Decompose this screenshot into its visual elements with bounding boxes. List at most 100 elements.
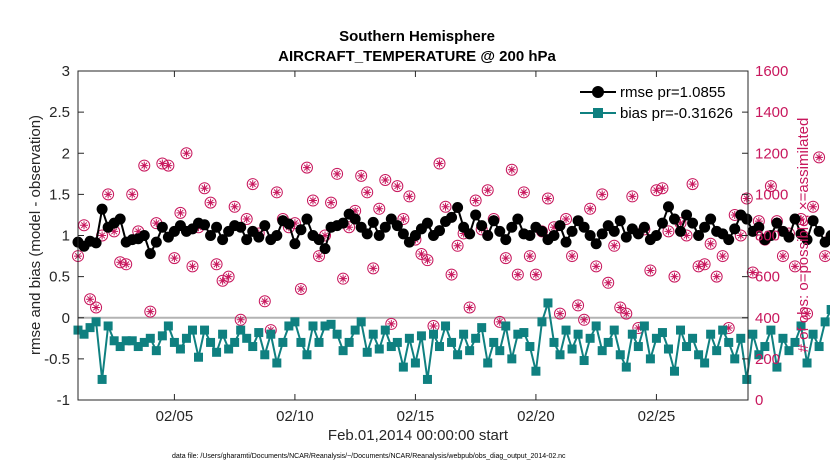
legend-bias-marker <box>593 108 603 118</box>
bias-point <box>573 329 583 339</box>
y2-tick-label: 200 <box>755 351 780 368</box>
obs-assimilated-point <box>447 270 456 279</box>
bias-point <box>350 325 360 335</box>
obs-assimilated-point <box>712 272 721 281</box>
rmse-point <box>584 230 596 241</box>
obs-possible-point <box>644 264 657 277</box>
rmse-point <box>693 230 705 241</box>
obs-assimilated-point <box>809 202 818 211</box>
bias-point <box>242 333 252 343</box>
rmse-point <box>235 221 247 233</box>
obs-assimilated-point <box>754 217 763 226</box>
obs-assimilated-point <box>682 231 691 240</box>
bias-point <box>248 342 258 352</box>
legend-rmse-label: rmse pr=1.0855 <box>620 84 725 101</box>
y-tick-label: 0.5 <box>49 269 70 286</box>
bias-point <box>97 374 107 384</box>
rmse-point <box>675 225 687 237</box>
obs-assimilated-point <box>495 317 504 326</box>
obs-possible-point <box>126 188 139 201</box>
bias-point <box>435 342 445 352</box>
rmse-point <box>807 215 819 227</box>
obs-assimilated-point <box>375 204 384 213</box>
bias-point <box>465 346 475 356</box>
bias-point <box>145 333 155 343</box>
rmse-point <box>397 228 409 240</box>
y-tick-label: 1 <box>62 228 70 245</box>
obs-assimilated-point <box>568 252 577 261</box>
bias-point <box>700 358 710 368</box>
bias-point <box>694 350 704 360</box>
obs-assimilated-point <box>345 223 354 232</box>
obs-assimilated-point <box>592 262 601 271</box>
obs-possible-point <box>300 161 313 174</box>
y2-tick-label: 1000 <box>755 186 788 203</box>
bias-point <box>760 342 770 352</box>
bias-point <box>254 328 264 338</box>
obs-assimilated-point <box>676 219 685 228</box>
bias-point <box>657 328 667 338</box>
y2-tick-label: 600 <box>755 269 780 286</box>
obs-possible-point <box>523 250 536 263</box>
chart-title: Southern Hemisphere <box>339 28 495 45</box>
rmse-point <box>488 215 500 227</box>
bias-point <box>748 329 758 339</box>
rmse-point <box>90 237 102 249</box>
obs-assimilated-point <box>736 231 745 240</box>
obs-possible-point <box>234 313 247 326</box>
obs-possible-point <box>168 252 181 265</box>
bias-point <box>441 321 451 331</box>
y-tick-label: -0.5 <box>44 351 70 368</box>
bias-point <box>224 344 234 354</box>
obs-possible-point <box>608 239 621 252</box>
bias-point <box>344 337 354 347</box>
obs-assimilated-point <box>598 190 607 199</box>
obs-assimilated-point <box>429 321 438 330</box>
obs-assimilated-point <box>80 221 89 230</box>
bias-point <box>766 325 776 335</box>
rmse-point <box>650 230 662 241</box>
obs-possible-point <box>421 254 434 267</box>
rmse-point <box>199 219 211 231</box>
rmse-point <box>699 221 711 233</box>
bias-point <box>627 329 637 339</box>
obs-possible-point <box>216 274 229 287</box>
obs-possible-point <box>186 260 199 273</box>
bias-point <box>790 337 800 347</box>
rmse-point <box>494 225 506 237</box>
obs-possible-point <box>451 239 464 252</box>
x-tick-label: 02/15 <box>397 408 435 425</box>
rmse-point <box>566 225 578 237</box>
obs-assimilated-point <box>586 204 595 213</box>
bias-point <box>742 374 752 384</box>
bias-point <box>230 337 240 347</box>
obs-possible-point <box>433 157 446 170</box>
obs-possible-point <box>445 268 458 281</box>
bias-point <box>718 325 728 335</box>
bias-point <box>706 329 716 339</box>
obs-assimilated-point <box>272 188 281 197</box>
x-tick-label: 02/20 <box>517 408 555 425</box>
obs-possible-point <box>331 167 344 180</box>
obs-possible-point <box>240 213 253 226</box>
obs-possible-point <box>246 178 259 191</box>
rmse-point <box>349 213 361 225</box>
obs-assimilated-point <box>664 227 673 236</box>
bias-point <box>519 328 529 338</box>
bias-point <box>477 323 487 333</box>
rmse-point <box>446 211 458 223</box>
obs-possible-point <box>463 301 476 314</box>
bias-point <box>151 346 161 356</box>
rmse-point <box>662 201 674 213</box>
x-tick-label: 02/25 <box>638 408 676 425</box>
rmse-point <box>668 213 680 225</box>
obs-possible-point <box>403 190 416 203</box>
bias-point <box>157 331 167 341</box>
bias-point <box>663 344 673 354</box>
bias-point <box>290 317 300 327</box>
rmse-point <box>590 238 602 250</box>
legend-box <box>574 79 741 126</box>
obs-assimilated-point <box>519 188 528 197</box>
bias-point <box>513 329 523 339</box>
rmse-point <box>476 220 488 232</box>
